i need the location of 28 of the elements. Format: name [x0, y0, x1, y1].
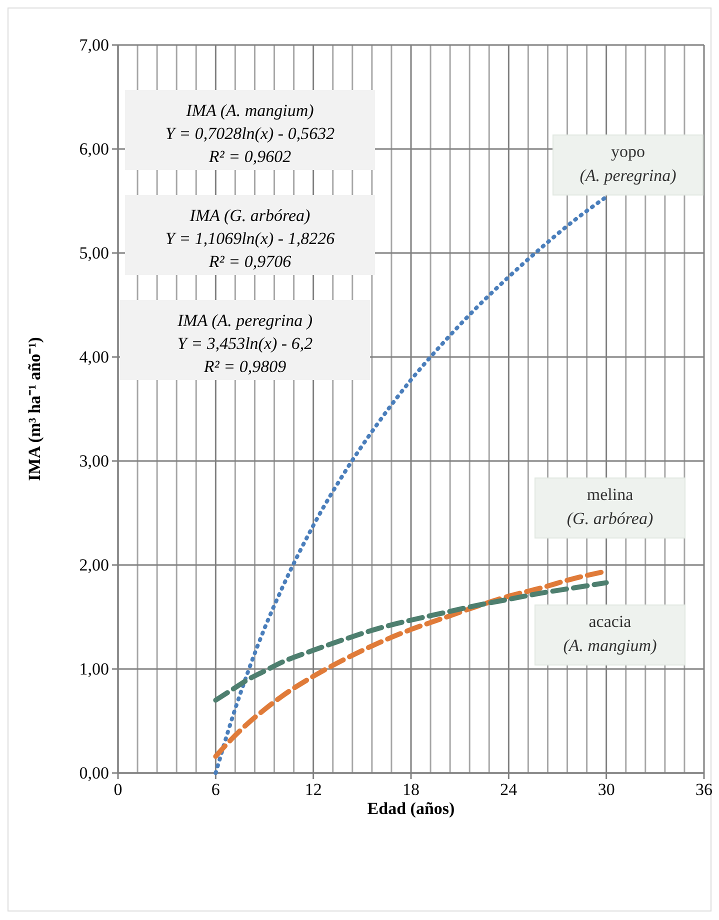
- annotation: IMA (G. arbórea) Y = 1,1069ln(x) - 1,8226 R² = 0,9706: [165, 206, 336, 271]
- y-axis-title: IMA (m³ ha⁻¹ año⁻¹): [25, 337, 44, 481]
- y-tick-label: 0,00: [79, 763, 109, 782]
- formula-box: IMA (G. arbórea) Y = 1,1069ln(x) - 1,8226 R² = 0,9706: [125, 195, 375, 275]
- x-tick-label: 18: [402, 780, 420, 800]
- y-tick-label: 1,00: [79, 659, 109, 678]
- name-box: yopo (A. peregrina): [552, 134, 704, 196]
- y-tick-label: 7,00: [79, 35, 109, 54]
- y-tick-label: 2,00: [79, 555, 109, 574]
- annotation: IMA (A. mangium) Y = 0,7028ln(x) - 0,5632 R² = 0,9602: [165, 101, 336, 166]
- x-tick-label: 12: [304, 780, 322, 800]
- formula-box: IMA (A. peregrina ) Y = 3,453ln(x) - 6,2 R² = 0,9809: [120, 300, 370, 380]
- series-label: yopo (A. peregrina): [580, 142, 677, 185]
- annotation: IMA (A. peregrina ) Y = 3,453ln(x) - 6,2 R² = 0,9809: [176, 311, 314, 376]
- y-tick-label: 3,00: [79, 451, 109, 470]
- x-tick-label: 30: [598, 780, 615, 800]
- name-box: acacia (A. mangium): [534, 604, 686, 666]
- x-axis-title: Edad (años): [367, 799, 455, 818]
- x-tick-label: 36: [696, 780, 712, 800]
- x-tick-label: 0: [114, 780, 122, 800]
- y-tick-label: 6,00: [79, 139, 109, 158]
- x-tick-label: 6: [211, 780, 220, 800]
- x-tick-label: 24: [500, 780, 518, 800]
- y-tick-label: 4,00: [79, 347, 109, 366]
- series-label: acacia (A. mangium): [563, 612, 658, 655]
- formula-box: IMA (A. mangium) Y = 0,7028ln(x) - 0,5632 R² = 0,9602: [125, 90, 375, 170]
- y-tick-label: 5,00: [79, 243, 109, 262]
- name-box: melina (G. arbórea): [534, 478, 686, 538]
